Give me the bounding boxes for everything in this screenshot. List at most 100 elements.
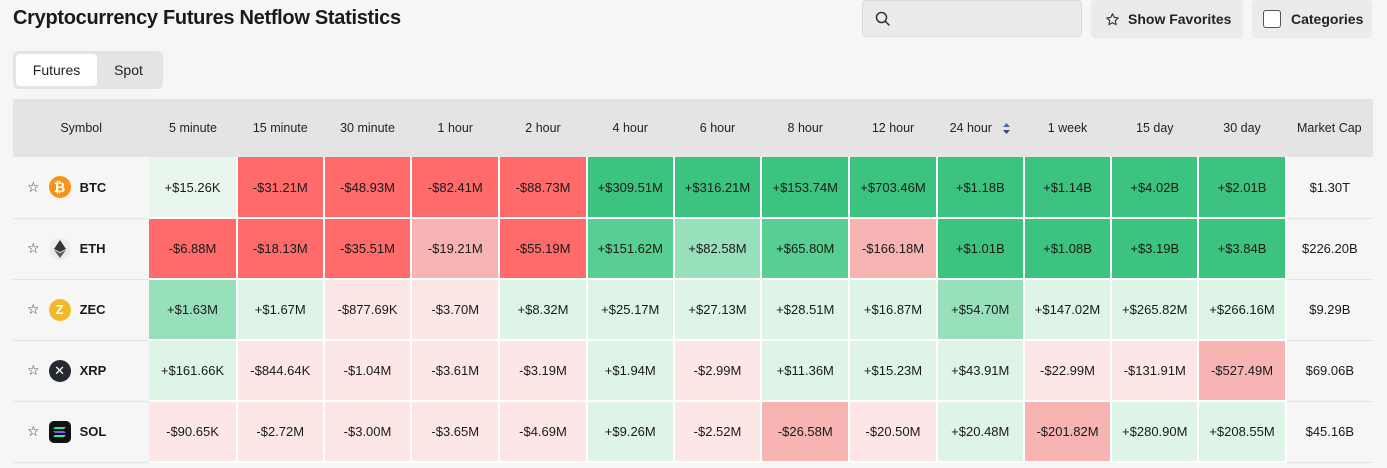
column-header-4-hour[interactable]: 4 hour <box>586 99 674 157</box>
netflow-cell: -$2.72M <box>236 401 325 463</box>
column-header-label: 24 hour <box>949 120 992 135</box>
column-header-1-hour[interactable]: 1 hour <box>411 99 500 157</box>
column-header-24-hour[interactable]: 24 hour <box>936 99 1024 157</box>
netflow-cell: +$1.63M <box>149 279 238 341</box>
symbol-cell: ☆ ✕ XRP <box>13 340 150 402</box>
column-header-label: Market Cap <box>1297 121 1362 135</box>
netflow-cell: +$11.36M <box>761 340 851 402</box>
netflow-cell: -$48.93M <box>323 157 413 219</box>
categories-label: Categories <box>1291 11 1364 27</box>
column-header-6-hour[interactable]: 6 hour <box>673 99 762 157</box>
favorite-star-icon[interactable]: ☆ <box>27 301 40 317</box>
netflow-cell: -$3.61M <box>411 340 501 402</box>
netflow-cell: +$15.23M <box>849 340 938 402</box>
search-box[interactable] <box>862 0 1082 37</box>
netflow-cell: -$82.41M <box>411 157 501 219</box>
table-header-row: Symbol 5 minute 15 minute 30 minute 1 hour 2 … <box>13 99 1373 157</box>
column-header-label: 8 hour <box>787 121 823 135</box>
column-header-5-minute[interactable]: 5 minute <box>149 99 237 157</box>
netflow-cell: -$527.49M <box>1198 340 1287 402</box>
favorite-star-icon[interactable]: ☆ <box>27 362 40 378</box>
netflow-cell: +$4.02B <box>1111 157 1200 219</box>
search-input[interactable] <box>899 7 1073 33</box>
netflow-cell: +$2.01B <box>1198 157 1287 219</box>
column-header-symbol[interactable]: Symbol <box>13 99 150 157</box>
solana-icon <box>48 420 71 443</box>
netflow-cell: -$31.21M <box>236 157 325 219</box>
favorite-star-icon[interactable]: ☆ <box>27 240 40 256</box>
netflow-cell: +$161.66K <box>149 340 238 402</box>
netflow-cell: -$2.99M <box>673 340 763 402</box>
categories-button[interactable]: Categories <box>1252 0 1372 38</box>
search-icon <box>875 11 890 26</box>
netflow-cell: -$20.50M <box>849 401 938 463</box>
market-type-tabs: Futures Spot <box>13 51 163 89</box>
netflow-cell: +$25.17M <box>586 279 675 341</box>
netflow-cell: +$54.70M <box>936 279 1025 341</box>
netflow-cell: +$147.02M <box>1023 279 1113 341</box>
table-row[interactable]: ☆ Z ZEC +$1.63M +$1.67M -$877.69K -$3.70M +$8.3… <box>13 279 1373 341</box>
netflow-cell: +$3.84B <box>1198 218 1287 280</box>
netflow-cell: -$18.13M <box>236 218 325 280</box>
symbol-label: BTC <box>79 179 107 195</box>
column-header-15-minute[interactable]: 15 minute <box>236 99 324 157</box>
column-header-label: 5 minute <box>169 121 217 135</box>
tab-spot[interactable]: Spot <box>114 62 143 78</box>
column-header-label: 15 day <box>1136 121 1174 135</box>
column-header-15-day[interactable]: 15 day <box>1111 99 1199 157</box>
column-header-12-hour[interactable]: 12 hour <box>849 99 937 157</box>
netflow-table: Symbol 5 minute 15 minute 30 minute 1 hour 2 … <box>13 99 1373 463</box>
netflow-cell: +$153.74M <box>761 157 851 219</box>
netflow-cell: -$35.51M <box>323 218 413 280</box>
netflow-cell: -$3.65M <box>411 401 501 463</box>
show-favorites-button[interactable]: Show Favorites <box>1091 0 1243 38</box>
symbol-cell: ☆ SOL <box>13 401 150 463</box>
categories-checkbox[interactable] <box>1263 10 1281 28</box>
column-header-30-day[interactable]: 30 day <box>1198 99 1286 157</box>
xrp-icon: ✕ <box>48 359 71 382</box>
tab-futures[interactable]: Futures <box>16 54 97 86</box>
symbol-label: ETH <box>79 241 106 256</box>
ethereum-icon <box>48 237 71 260</box>
netflow-cell: +$309.51M <box>586 157 675 219</box>
netflow-cell: +$16.87M <box>849 279 938 341</box>
column-header-30-minute[interactable]: 30 minute <box>323 99 412 157</box>
table-row[interactable]: ☆ SOL -$90.65K -$2.72M -$3.00M -$3.65M -$4.69M… <box>13 401 1373 463</box>
netflow-cell: +$280.90M <box>1111 401 1200 463</box>
netflow-cell: +$15.26K <box>149 157 238 219</box>
column-header-label: 6 hour <box>699 121 736 135</box>
column-header-1-week[interactable]: 1 week <box>1023 99 1112 157</box>
favorite-star-icon[interactable]: ☆ <box>27 423 40 439</box>
sort-icon[interactable] <box>1002 122 1011 135</box>
column-header-label: 30 day <box>1223 121 1261 135</box>
table-row[interactable]: ☆ ₿ BTC +$15.26K -$31.21M -$48.93M -$82.41M -$8… <box>13 157 1373 219</box>
netflow-cell: -$4.69M <box>499 401 588 463</box>
netflow-cell: -$3.00M <box>323 401 413 463</box>
column-header-2-hour[interactable]: 2 hour <box>499 99 587 157</box>
netflow-cell: -$2.52M <box>673 401 763 463</box>
bitcoin-icon: ₿ <box>48 176 71 199</box>
netflow-cell: -$55.19M <box>499 218 588 280</box>
column-header-8-hour[interactable]: 8 hour <box>761 99 850 157</box>
netflow-cell: +$3.19B <box>1111 218 1200 280</box>
netflow-cell: +$43.91M <box>936 340 1025 402</box>
table-row[interactable]: ☆ ETH -$6.88M -$18.13M -$35.51M -$19.21M -$55.… <box>13 218 1373 280</box>
netflow-cell: -$26.58M <box>761 401 851 463</box>
market-cap-cell: $45.16B <box>1285 401 1373 463</box>
favorite-star-icon[interactable]: ☆ <box>27 178 40 195</box>
column-header-label: 30 minute <box>340 121 395 135</box>
netflow-cell: -$166.18M <box>849 218 938 280</box>
table-row[interactable]: ☆ ✕ XRP +$161.66K -$844.64K -$1.04M -$3.61M -$3… <box>13 340 1373 402</box>
column-header-label: 15 minute <box>252 121 308 135</box>
netflow-cell: +$151.62M <box>586 218 675 280</box>
netflow-cell: +$1.08B <box>1023 218 1113 280</box>
netflow-cell: +$1.94M <box>586 340 675 402</box>
netflow-cell: -$1.04M <box>323 340 413 402</box>
netflow-cell: -$6.88M <box>149 218 238 280</box>
column-header-label: 1 week <box>1047 121 1088 135</box>
netflow-cell: -$877.69K <box>323 279 413 341</box>
column-header-market-cap[interactable]: Market Cap <box>1285 99 1373 157</box>
table-body: ☆ ₿ BTC +$15.26K -$31.21M -$48.93M -$82.41M -$8… <box>13 157 1373 463</box>
netflow-cell: +$8.32M <box>499 279 588 341</box>
netflow-cell: +$20.48M <box>936 401 1025 463</box>
